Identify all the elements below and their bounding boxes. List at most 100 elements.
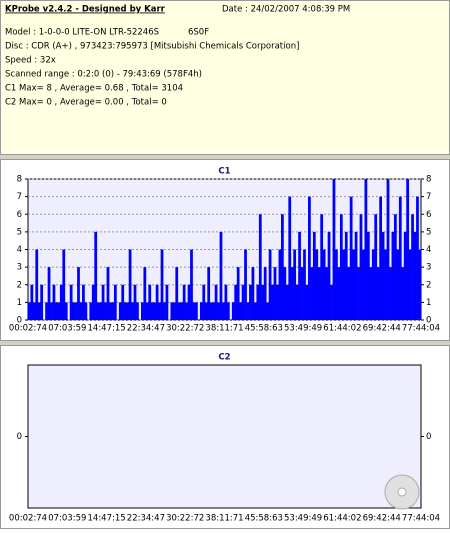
bar (276, 284, 279, 320)
y-tick-label: 0 (17, 432, 22, 442)
bar (148, 284, 152, 320)
x-tick-label: 45:58:63 (245, 514, 283, 524)
bar (413, 231, 417, 320)
bar (209, 302, 213, 320)
bar (305, 284, 309, 320)
bar (84, 302, 88, 320)
info-line: Speed : 32x (5, 56, 56, 66)
bar (118, 302, 122, 320)
y-tick-label: 2 (426, 280, 431, 290)
bar (35, 249, 39, 320)
bar (72, 302, 75, 320)
bar (283, 267, 287, 320)
bar (359, 214, 363, 320)
bar (379, 196, 382, 320)
bar (128, 249, 132, 320)
app-title: KProbe v2.4.2 - Designed by Karr (5, 5, 166, 15)
bar (339, 214, 343, 320)
bar (364, 179, 368, 320)
x-tick-label: 69:42:44 (363, 324, 401, 334)
bar (253, 302, 257, 320)
x-tick-label: 77:44:04 (402, 324, 440, 334)
bar (37, 302, 41, 320)
x-tick-label: 30:22:72 (166, 324, 204, 334)
bar (231, 302, 235, 320)
bar (91, 284, 95, 320)
bar (150, 302, 154, 320)
bar (391, 231, 395, 320)
bar (207, 267, 211, 320)
bar (190, 249, 193, 320)
y-tick-label: 7 (426, 192, 431, 202)
bar (403, 231, 407, 320)
bar (298, 231, 301, 320)
bar (327, 231, 331, 320)
bar (310, 267, 314, 320)
bar (121, 284, 125, 320)
firmware: 6S0F (188, 28, 209, 38)
bar (300, 267, 304, 320)
bar (251, 267, 255, 320)
x-tick-label: 45:58:63 (245, 324, 283, 334)
bar (158, 302, 161, 320)
bar (101, 284, 105, 320)
bar (401, 267, 405, 320)
bar (69, 284, 73, 320)
bar (195, 302, 198, 320)
bar (386, 179, 390, 320)
bar (418, 249, 422, 320)
model: Model : 1-0-0-0 LITE-ON LTR-52246S (5, 28, 159, 38)
bar (214, 284, 218, 320)
info-line: Scanned range : 0:2:0 (0) - 79:43:69 (57… (5, 70, 202, 80)
bar (180, 302, 184, 320)
x-tick-label: 07:03:59 (48, 514, 86, 524)
x-tick-label: 07:03:59 (48, 324, 86, 334)
bar (234, 284, 238, 320)
bar (202, 284, 206, 320)
y-tick-label: 0 (426, 316, 431, 326)
bar (226, 302, 230, 320)
bar (239, 302, 242, 320)
bar (295, 284, 299, 320)
bar (109, 302, 112, 320)
bar (143, 267, 147, 320)
bar (246, 302, 250, 320)
x-tick-label: 53:49:49 (284, 324, 322, 334)
bar (258, 214, 262, 320)
bar (185, 302, 188, 320)
bar (50, 302, 53, 320)
y-tick-label: 3 (17, 263, 22, 273)
bar (322, 249, 326, 320)
bar (369, 267, 373, 320)
bar (153, 302, 157, 320)
bar (131, 302, 134, 320)
x-tick-label: 61:44:02 (323, 324, 361, 334)
bar (408, 249, 412, 320)
splitter (0, 341, 450, 345)
y-tick-label: 6 (17, 210, 22, 220)
bar (325, 267, 328, 320)
bar (165, 284, 169, 320)
bar (384, 249, 387, 320)
info-panel (0, 0, 450, 155)
y-tick-label: 0 (17, 316, 22, 326)
x-tick-label: 22:34:47 (127, 324, 165, 334)
bar (389, 267, 392, 320)
bar (376, 267, 380, 320)
bar (290, 267, 294, 320)
bar (94, 231, 98, 320)
bar (352, 249, 355, 320)
bar (170, 302, 174, 320)
bar (28, 302, 31, 320)
info-line: C1 Max= 8 , Average= 0.68 , Total= 3104 (5, 84, 183, 94)
x-tick-label: 38:11:71 (205, 514, 243, 524)
bar (315, 249, 319, 320)
bar (113, 284, 117, 320)
bar (64, 302, 68, 320)
bar (398, 196, 402, 320)
bar (74, 302, 78, 320)
bar (366, 231, 370, 320)
bar (320, 214, 324, 320)
